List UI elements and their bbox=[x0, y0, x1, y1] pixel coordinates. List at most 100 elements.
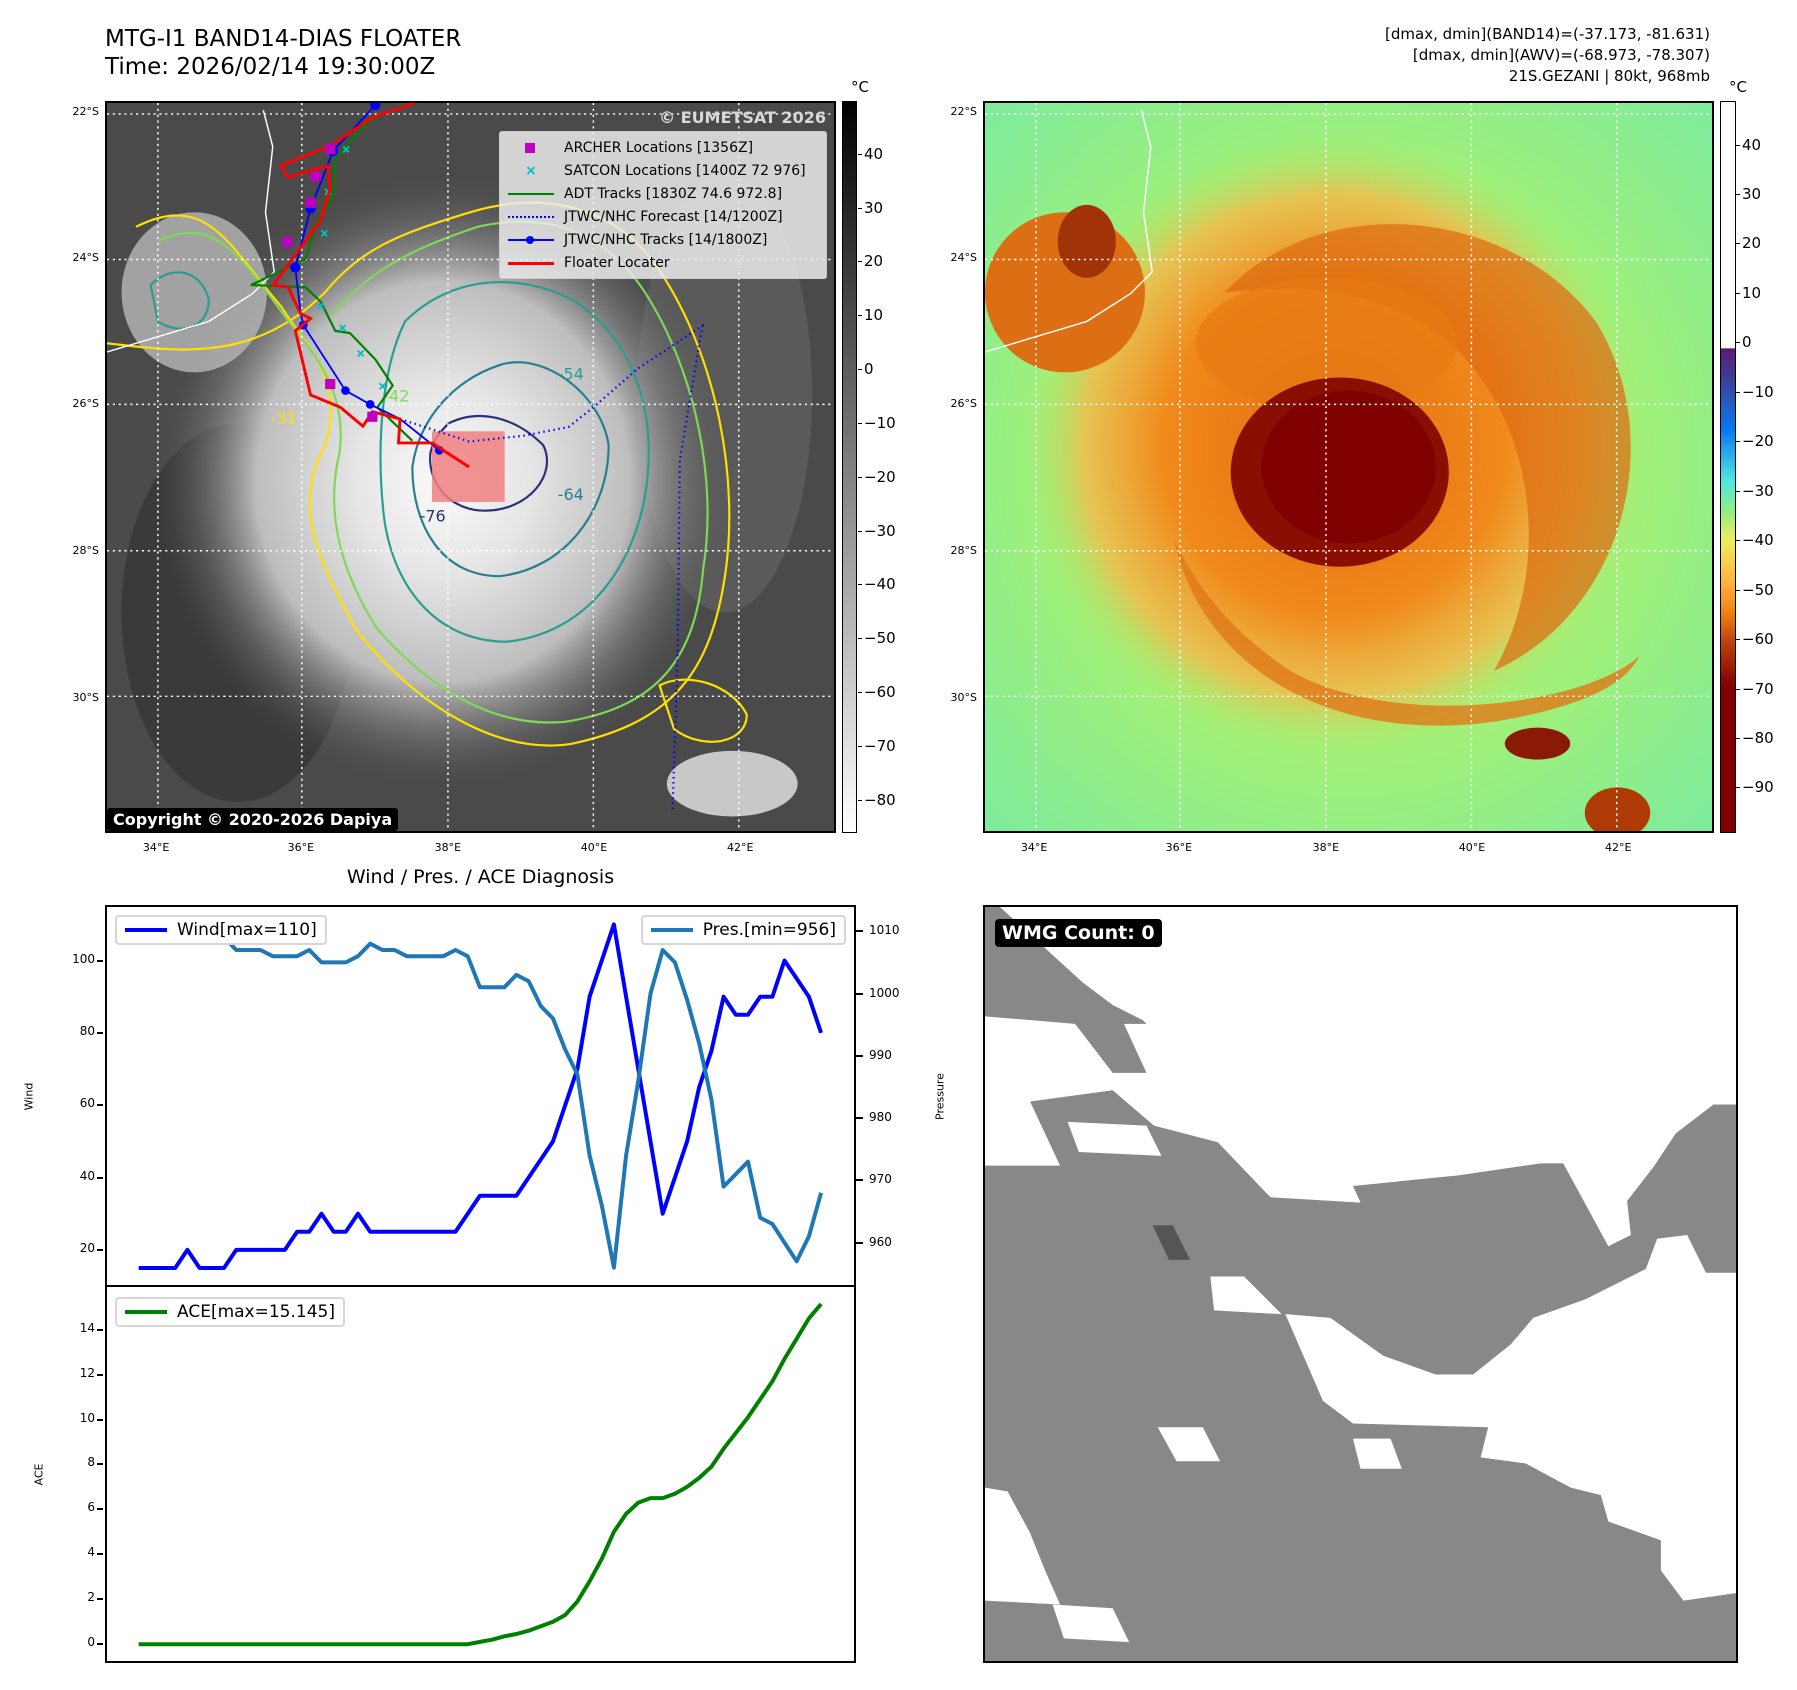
left-colorbar-tick: −10 bbox=[858, 413, 896, 432]
left-map-lon-tick: 34°E bbox=[142, 841, 170, 854]
wind-axis-label: Wind bbox=[22, 1082, 36, 1111]
chart-title: Wind / Pres. / ACE Diagnosis bbox=[346, 866, 615, 888]
right-map-lat-tick: 28°S bbox=[950, 544, 977, 558]
wmg-mask-image bbox=[985, 907, 1736, 1661]
right-map-lat-tick: 22°S bbox=[950, 104, 977, 118]
y-tick-label: 2 bbox=[87, 1590, 95, 1605]
y-tick-label: 4 bbox=[87, 1545, 95, 1560]
y-tick-label: 6 bbox=[87, 1500, 95, 1515]
left-map-lon-tick: 36°E bbox=[287, 841, 315, 854]
y-tick-mark bbox=[97, 1248, 103, 1251]
y-right-tick-mark bbox=[856, 1117, 863, 1120]
left-colorbar-tick: −40 bbox=[858, 575, 896, 594]
legend-item-adt: ADT Tracks [1830Z 74.6 972.8] bbox=[508, 182, 818, 205]
awv-stats: [dmax, dmin](AWV)=(-68.973, -78.307) bbox=[1412, 46, 1710, 64]
right-map-lat-tick: 24°S bbox=[950, 251, 977, 265]
pressure-legend: Pres.[min=956] bbox=[640, 915, 846, 945]
line-swatch-icon bbox=[125, 1310, 167, 1314]
left-map-lat-tick: 30°S bbox=[72, 690, 99, 704]
right-map-lon-tick: 40°E bbox=[1458, 841, 1486, 854]
y-right-tick-label: 1010 bbox=[869, 923, 900, 938]
figure-title: MTG-I1 BAND14-DIAS FLOATER bbox=[105, 26, 462, 52]
right-map-lat-tick: 30°S bbox=[950, 690, 977, 704]
y-tick-label: 14 bbox=[79, 1320, 95, 1335]
left-colorbar-tick: −50 bbox=[858, 629, 896, 648]
y-right-tick-label: 970 bbox=[869, 1172, 892, 1187]
left-colorbar-tick: −60 bbox=[858, 683, 896, 702]
y-right-tick-label: 1000 bbox=[869, 985, 900, 1000]
right-map-lon-tick: 42°E bbox=[1605, 841, 1632, 854]
jtwc-forecast-track bbox=[399, 323, 704, 810]
legend-item-jtwc-forecast: JTWC/NHC Forecast [14/1200Z] bbox=[508, 205, 818, 228]
wmg-panel: WMG Count: 0 bbox=[983, 905, 1738, 1663]
left-colorbar-tick: 10 bbox=[857, 306, 884, 325]
right-colorbar-unit: °C bbox=[1729, 78, 1747, 96]
line-swatch-icon bbox=[125, 928, 167, 932]
left-map-lon-tick: 38°E bbox=[434, 841, 462, 854]
pressure-axis-label: Pressure bbox=[933, 1073, 947, 1120]
wmg-count-label: WMG Count: 0 bbox=[995, 919, 1162, 947]
right-colorbar-tick: −60 bbox=[1736, 630, 1774, 649]
legend-item-satcon: × SATCON Locations [1400Z 72 976] bbox=[508, 159, 818, 182]
legend-item-jtwc-tracks: JTWC/NHC Tracks [14/1800Z] bbox=[508, 228, 818, 251]
band14-stats: [dmax, dmin](BAND14)=(-37.173, -81.631) bbox=[1385, 25, 1710, 43]
dotted-line-icon bbox=[508, 210, 554, 224]
y-tick-label: 100 bbox=[72, 951, 95, 966]
y-tick-mark bbox=[97, 1508, 103, 1511]
line-swatch-icon bbox=[650, 928, 693, 932]
ir-satellite-map[interactable]: -31 -54 -64 -76 -42 ARCHER Locations [13… bbox=[105, 101, 836, 833]
contour-label: -64 bbox=[558, 485, 584, 504]
line-dot-icon bbox=[508, 233, 554, 247]
y-tick-mark bbox=[97, 1373, 103, 1376]
y-tick-mark bbox=[97, 1643, 103, 1646]
left-colorbar-tick: −20 bbox=[858, 467, 896, 486]
eumetsat-watermark: © EUMETSAT 2026 bbox=[659, 108, 826, 127]
jtwc-best-track bbox=[294, 104, 440, 451]
left-colorbar bbox=[842, 101, 857, 833]
y-right-tick-mark bbox=[856, 992, 863, 995]
series-line-pres bbox=[138, 923, 824, 1270]
y-tick-mark bbox=[97, 1418, 103, 1421]
left-colorbar-tick: 30 bbox=[857, 198, 884, 217]
right-colorbar-tick: 0 bbox=[1736, 333, 1752, 352]
ace-axis-label: ACE bbox=[32, 1463, 46, 1486]
y-tick-label: 20 bbox=[79, 1240, 95, 1255]
x-marker-icon: × bbox=[525, 162, 537, 179]
y-tick-label: 40 bbox=[79, 1168, 95, 1183]
gridlines bbox=[985, 103, 1712, 831]
left-map-lon-tick: 42°E bbox=[727, 841, 754, 854]
figure-time: Time: 2026/02/14 19:30:00Z bbox=[105, 54, 436, 80]
left-map-lat-tick: 24°S bbox=[72, 251, 99, 265]
left-map-lat-tick: 26°S bbox=[72, 397, 99, 411]
y-tick-label: 12 bbox=[79, 1365, 95, 1380]
wmg-dark-cell bbox=[1152, 1225, 1191, 1260]
right-map-lat-tick: 26°S bbox=[950, 397, 977, 411]
solid-line-icon bbox=[508, 187, 554, 201]
left-colorbar-tick: 20 bbox=[857, 252, 884, 271]
y-right-tick-mark bbox=[856, 1054, 863, 1057]
left-map-lat-tick: 28°S bbox=[72, 544, 99, 558]
right-colorbar-tick: −80 bbox=[1736, 729, 1774, 748]
contour-label: -76 bbox=[420, 507, 446, 526]
archer-markers bbox=[282, 143, 378, 422]
coastline bbox=[107, 110, 275, 353]
solid-line-icon bbox=[508, 256, 554, 270]
right-colorbar-tick: −10 bbox=[1736, 382, 1774, 401]
series-line-ace bbox=[138, 1302, 823, 1647]
awv-color-map[interactable] bbox=[983, 101, 1714, 833]
right-map-lon-tick: 36°E bbox=[1165, 841, 1193, 854]
right-map-lon-tick: 34°E bbox=[1020, 841, 1048, 854]
y-tick-label: 60 bbox=[79, 1096, 95, 1111]
ace-legend: ACE[max=15.145] bbox=[115, 1297, 345, 1327]
contour-label: -31 bbox=[271, 408, 297, 427]
left-colorbar-tick: −70 bbox=[858, 736, 896, 755]
square-marker-icon bbox=[508, 141, 554, 155]
awv-color-image bbox=[985, 103, 1712, 831]
wind-pressure-plot bbox=[138, 922, 824, 1270]
wind-pressure-panel: Wind[max=110] Pres.[min=956] bbox=[105, 905, 856, 1287]
y-tick-mark bbox=[97, 1104, 103, 1107]
contour-label: -54 bbox=[558, 365, 584, 384]
left-map-lon-tick: 40°E bbox=[580, 841, 608, 854]
y-tick-mark bbox=[97, 1031, 103, 1034]
copyright-label: Copyright © 2020-2026 Dapiya bbox=[107, 808, 399, 831]
